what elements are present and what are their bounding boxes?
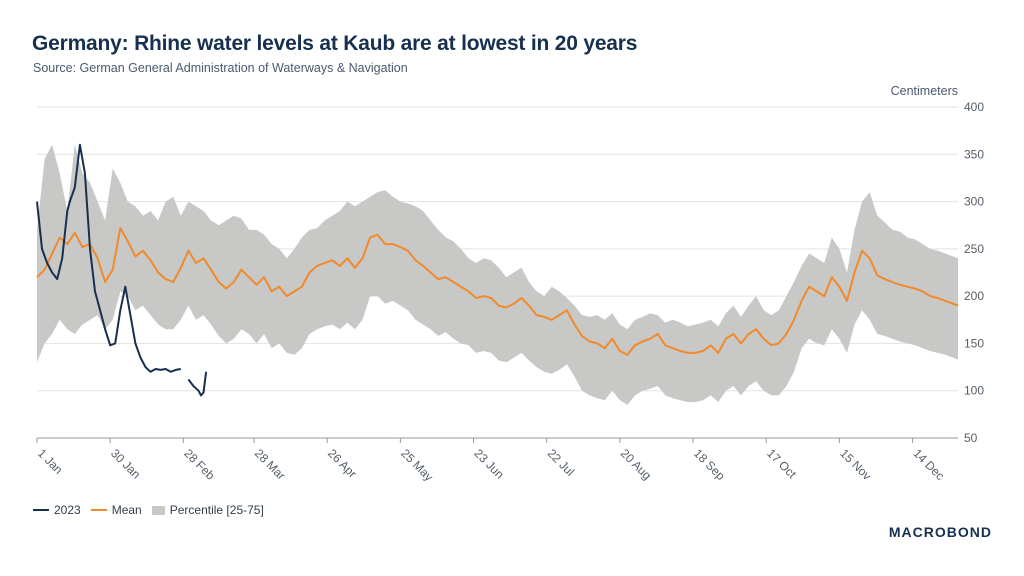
- legend-item-2023: 2023: [33, 503, 81, 517]
- y-axis-ticks: 50 100 150 200 250 300 350 400: [964, 100, 984, 445]
- x-tick-label: 18 Sep: [691, 446, 728, 483]
- percentile-band: [37, 144, 958, 405]
- x-tick-label: 15 Nov: [837, 446, 874, 483]
- y-tick-label: 100: [964, 384, 984, 398]
- legend-label-percentile: Percentile [25-75]: [169, 503, 264, 517]
- legend-swatch-percentile: [151, 505, 165, 515]
- series-2023-segment-1: [187, 371, 208, 397]
- chart-title: Germany: Rhine water levels at Kaub are …: [32, 32, 638, 55]
- x-tick-label: 28 Feb: [181, 446, 218, 483]
- chart-subtitle: Source: German General Administration of…: [33, 61, 408, 75]
- x-axis-ticks: 1 Jan 30 Jan 28 Feb 28 Mar 26 Apr 25 May 23 Ju…: [35, 438, 947, 484]
- x-tick-label: 22 Jul: [545, 446, 578, 479]
- y-tick-label: 400: [964, 100, 984, 114]
- legend-swatch-2023: [33, 509, 49, 511]
- series-2023-segment-0: [36, 143, 181, 373]
- x-tick-label: 14 Dec: [910, 446, 947, 483]
- y-axis-unit-label: Centimeters: [890, 84, 958, 98]
- y-tick-label: 50: [964, 431, 978, 445]
- legend-label-mean: Mean: [111, 503, 142, 517]
- y-tick-label: 200: [964, 289, 984, 303]
- y-tick-label: 300: [964, 195, 984, 209]
- chart-legend: 2023 Mean Percentile [25-75]: [33, 503, 274, 517]
- x-tick-label: 30 Jan: [108, 446, 143, 481]
- x-tick-label: 28 Mar: [252, 446, 288, 482]
- mean-series-line: [36, 227, 959, 356]
- y-tick-label: 350: [964, 147, 984, 161]
- y-tick-label: 150: [964, 336, 984, 350]
- series-2023: [36, 143, 208, 397]
- x-tick-label: 26 Apr: [325, 446, 359, 480]
- x-tick-label: 17 Oct: [764, 446, 799, 481]
- x-tick-label: 1 Jan: [35, 446, 66, 477]
- x-tick-label: 23 Jun: [471, 446, 506, 481]
- legend-label-2023: 2023: [54, 503, 81, 517]
- legend-item-mean: Mean: [90, 503, 142, 517]
- x-tick-label: 20 Aug: [618, 446, 654, 482]
- legend-item-percentile: Percentile [25-75]: [151, 503, 264, 517]
- legend-swatch-mean: [90, 509, 107, 511]
- y-tick-label: 250: [964, 242, 984, 256]
- x-tick-label: 25 May: [398, 446, 436, 484]
- grid-lines: [37, 106, 958, 392]
- macrobond-logo: MACROBOND: [888, 524, 992, 540]
